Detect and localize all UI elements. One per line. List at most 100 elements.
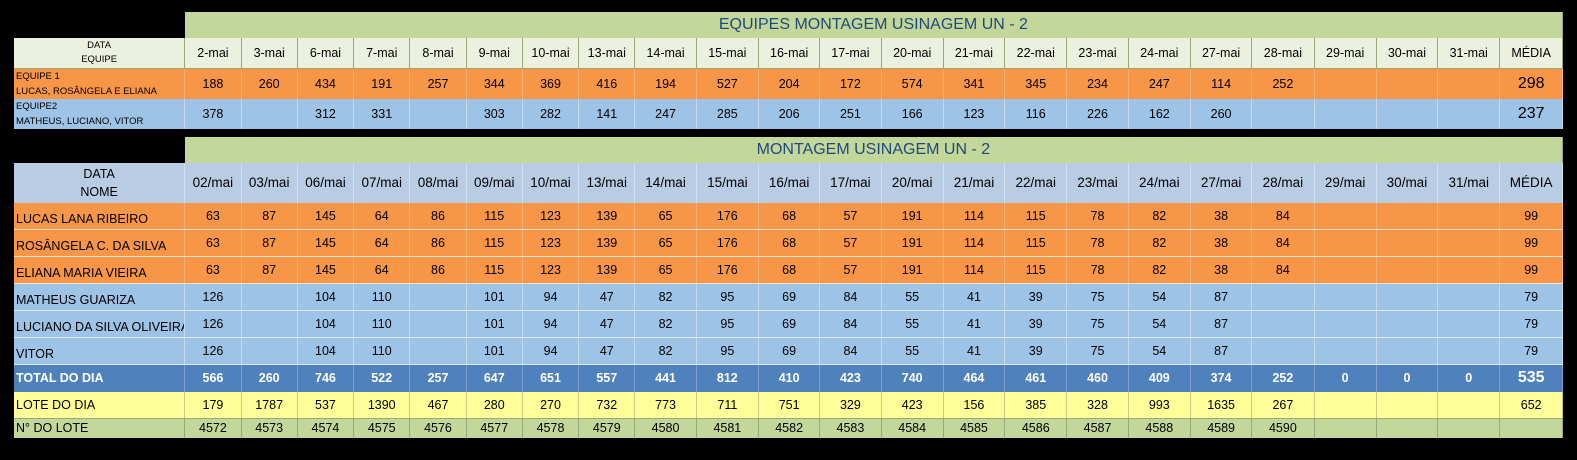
value-cell[interactable]: 251 xyxy=(819,98,882,129)
value-cell[interactable]: 574 xyxy=(881,68,944,99)
value-cell[interactable]: 63 xyxy=(184,256,242,284)
nlote-cell[interactable]: 4585 xyxy=(943,418,1006,438)
date-header[interactable]: 22/mai xyxy=(1004,162,1068,203)
value-cell[interactable] xyxy=(241,337,298,365)
value-cell[interactable]: 115 xyxy=(466,229,523,257)
nlote-cell[interactable]: 4584 xyxy=(881,418,944,438)
value-cell[interactable] xyxy=(241,98,298,129)
value-cell[interactable] xyxy=(1376,283,1439,311)
value-cell[interactable] xyxy=(1437,68,1501,99)
value-cell[interactable]: 82 xyxy=(1128,256,1191,284)
value-cell[interactable]: 139 xyxy=(578,229,636,257)
lote-cell[interactable]: 280 xyxy=(466,391,523,419)
total-cell[interactable]: 557 xyxy=(578,364,636,392)
date-header[interactable]: 13-mai xyxy=(578,38,636,69)
value-cell[interactable]: 104 xyxy=(297,283,355,311)
value-cell[interactable]: 123 xyxy=(522,229,580,257)
value-cell[interactable]: 64 xyxy=(353,229,411,257)
date-header[interactable]: 6-mai xyxy=(297,38,355,69)
date-header[interactable]: 23/mai xyxy=(1066,162,1129,203)
lote-cell[interactable] xyxy=(1437,391,1501,419)
date-header[interactable]: 27-mai xyxy=(1190,38,1253,69)
date-header[interactable]: 17-mai xyxy=(819,38,882,69)
value-cell[interactable] xyxy=(1376,256,1439,284)
value-cell[interactable] xyxy=(1314,310,1377,338)
value-cell[interactable]: 172 xyxy=(819,68,882,99)
value-cell[interactable]: 86 xyxy=(409,229,467,257)
value-cell[interactable] xyxy=(1437,202,1501,230)
value-cell[interactable]: 194 xyxy=(634,68,697,99)
date-header[interactable]: 30-mai xyxy=(1376,38,1439,69)
value-cell[interactable] xyxy=(1251,283,1315,311)
total-cell[interactable]: 260 xyxy=(241,364,298,392)
value-cell[interactable]: 166 xyxy=(881,98,944,129)
value-cell[interactable]: 75 xyxy=(1066,337,1129,365)
lote-cell[interactable]: 1635 xyxy=(1190,391,1253,419)
value-cell[interactable]: 55 xyxy=(881,337,944,365)
value-cell[interactable]: 64 xyxy=(353,256,411,284)
date-header[interactable]: 03/mai xyxy=(241,162,298,203)
value-cell[interactable]: 145 xyxy=(297,202,355,230)
total-cell[interactable]: 746 xyxy=(297,364,355,392)
date-header[interactable]: 31/mai xyxy=(1437,162,1501,203)
value-cell[interactable]: 247 xyxy=(634,98,697,129)
value-cell[interactable]: 115 xyxy=(1004,229,1068,257)
total-cell[interactable]: 460 xyxy=(1066,364,1129,392)
person-name[interactable]: VITOR xyxy=(14,337,186,365)
date-header[interactable]: 29-mai xyxy=(1314,38,1377,69)
team-name[interactable]: EQUIPE 1 LUCAS, ROSÂNGELA E ELIANA xyxy=(14,68,186,99)
value-cell[interactable]: 84 xyxy=(1251,202,1315,230)
section1-title[interactable]: EQUIPES MONTAGEM USINAGEM UN - 2 xyxy=(184,12,1563,38)
value-cell[interactable]: 82 xyxy=(1128,202,1191,230)
person-name[interactable]: MATHEUS GUARIZA xyxy=(14,283,186,311)
value-cell[interactable]: 331 xyxy=(353,98,411,129)
total-avg[interactable]: 535 xyxy=(1499,364,1563,392)
value-cell[interactable]: 84 xyxy=(1251,229,1315,257)
value-cell[interactable]: 82 xyxy=(634,337,697,365)
date-header[interactable]: 9-mai xyxy=(466,38,523,69)
value-cell[interactable]: 87 xyxy=(241,202,298,230)
nlote-cell[interactable]: 4576 xyxy=(409,418,467,438)
avg-cell[interactable]: 99 xyxy=(1499,202,1563,230)
total-cell[interactable]: 522 xyxy=(353,364,411,392)
value-cell[interactable]: 191 xyxy=(881,202,944,230)
date-header[interactable]: 31-mai xyxy=(1437,38,1501,69)
value-cell[interactable]: 87 xyxy=(241,229,298,257)
date-header[interactable]: 13/mai xyxy=(578,162,636,203)
total-cell[interactable]: 464 xyxy=(943,364,1006,392)
avg-cell[interactable]: 79 xyxy=(1499,337,1563,365)
avg-header[interactable]: MÉDIA xyxy=(1499,38,1563,69)
value-cell[interactable]: 247 xyxy=(1128,68,1191,99)
value-cell[interactable]: 54 xyxy=(1128,310,1191,338)
value-cell[interactable] xyxy=(1314,68,1377,99)
total-cell[interactable]: 374 xyxy=(1190,364,1253,392)
value-cell[interactable]: 110 xyxy=(353,310,411,338)
value-cell[interactable]: 378 xyxy=(184,98,242,129)
value-cell[interactable]: 344 xyxy=(466,68,523,99)
value-cell[interactable]: 260 xyxy=(241,68,298,99)
lote-cell[interactable]: 156 xyxy=(943,391,1006,419)
value-cell[interactable]: 176 xyxy=(696,256,759,284)
value-cell[interactable]: 126 xyxy=(184,310,242,338)
nlote-cell[interactable]: 4574 xyxy=(297,418,355,438)
person-name[interactable]: LUCAS LANA RIBEIRO xyxy=(14,202,186,230)
date-header[interactable]: 16/mai xyxy=(758,162,821,203)
date-header[interactable]: 28-mai xyxy=(1251,38,1315,69)
nlote-cell[interactable]: 4586 xyxy=(1004,418,1068,438)
value-cell[interactable] xyxy=(1314,98,1377,129)
value-cell[interactable]: 188 xyxy=(184,68,242,99)
date-header[interactable]: 3-mai xyxy=(241,38,298,69)
value-cell[interactable]: 75 xyxy=(1066,310,1129,338)
value-cell[interactable]: 434 xyxy=(297,68,355,99)
value-cell[interactable]: 38 xyxy=(1190,256,1253,284)
value-cell[interactable]: 234 xyxy=(1066,68,1129,99)
value-cell[interactable] xyxy=(1251,98,1315,129)
lote-cell[interactable]: 267 xyxy=(1251,391,1315,419)
value-cell[interactable]: 39 xyxy=(1004,283,1068,311)
value-cell[interactable]: 126 xyxy=(184,283,242,311)
value-cell[interactable] xyxy=(241,310,298,338)
value-cell[interactable]: 65 xyxy=(634,229,697,257)
value-cell[interactable]: 57 xyxy=(819,202,882,230)
value-cell[interactable]: 87 xyxy=(241,256,298,284)
total-cell[interactable]: 461 xyxy=(1004,364,1068,392)
